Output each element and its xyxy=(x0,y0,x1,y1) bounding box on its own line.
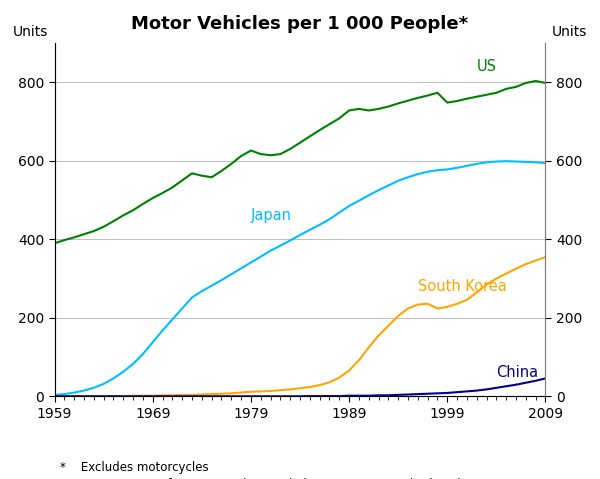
Text: Sources: Bureau of Transportation Statistics; CEIC; RBA; United Nations: Sources: Bureau of Transportation Statis… xyxy=(60,478,481,479)
Text: *    Excludes motorcycles: * Excludes motorcycles xyxy=(60,461,209,474)
Title: Motor Vehicles per 1 000 People*: Motor Vehicles per 1 000 People* xyxy=(131,15,469,33)
Text: China: China xyxy=(496,365,539,380)
Text: Japan: Japan xyxy=(251,208,292,223)
Text: US: US xyxy=(477,59,497,74)
Text: Units: Units xyxy=(13,25,48,39)
Text: Units: Units xyxy=(552,25,587,39)
Text: South Korea: South Korea xyxy=(418,279,506,294)
